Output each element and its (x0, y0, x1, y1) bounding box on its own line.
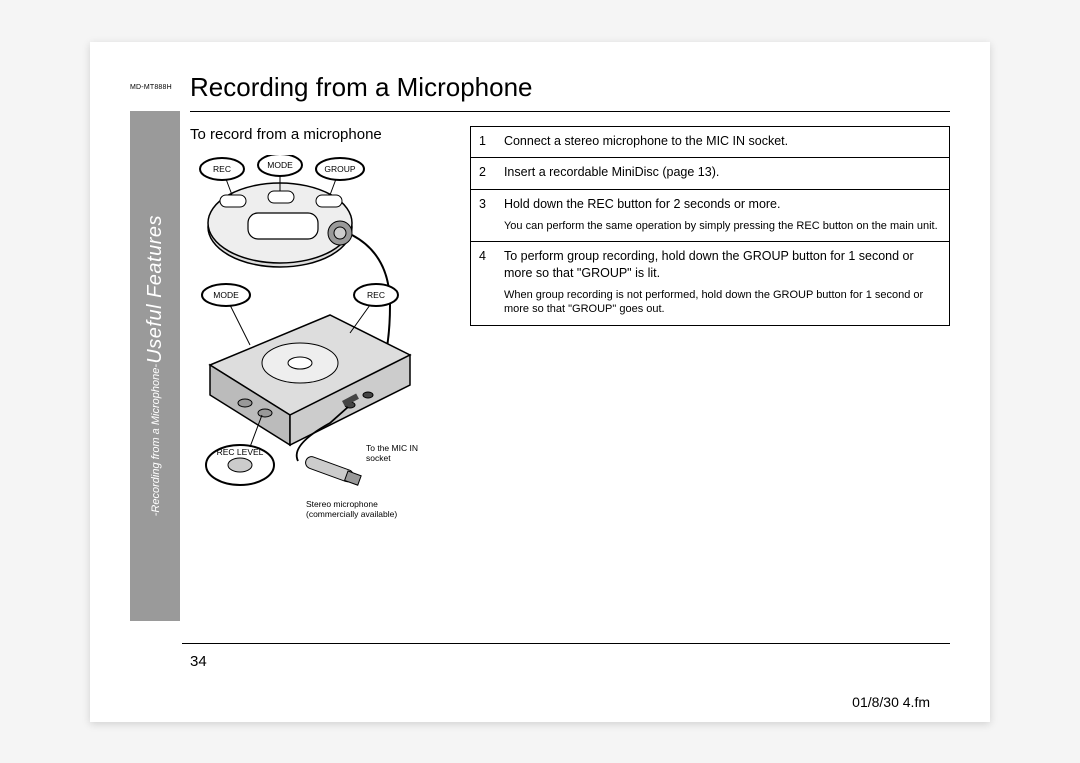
device-diagram: REC MODE GROUP (190, 155, 450, 535)
step-note: You can perform the same operation by si… (504, 219, 939, 233)
page-title: Recording from a Microphone (190, 72, 950, 103)
step-row: 2 Insert a recordable MiniDisc (page 13)… (471, 158, 950, 190)
unit-mode-callout: MODE (213, 290, 239, 300)
model-label: MD-MT888H (130, 84, 172, 91)
step-text: Connect a stereo microphone to the MIC I… (496, 126, 950, 158)
sidebar-sub-label: -Recording from a Microphone- (150, 364, 162, 516)
step-text: To perform group recording, hold down th… (496, 242, 950, 325)
section-sidebar: Useful Features -Recording from a Microp… (130, 111, 180, 621)
page-number: 34 (190, 653, 207, 670)
step-text: Insert a recordable MiniDisc (page 13). (496, 158, 950, 190)
rec-callout: REC (213, 164, 231, 174)
step-row: 4 To perform group recording, hold down … (471, 242, 950, 325)
steps-column: 1 Connect a stereo microphone to the MIC… (470, 126, 950, 621)
mode-callout: MODE (267, 160, 293, 170)
step-text: Hold down the REC button for 2 seconds o… (496, 190, 950, 242)
rec-level-callout: REC LEVEL (217, 447, 264, 457)
step-number: 4 (471, 242, 496, 325)
remote-control-icon (208, 183, 352, 267)
title-row: Recording from a Microphone (190, 72, 950, 103)
step-number: 2 (471, 158, 496, 190)
step-row: 3 Hold down the REC button for 2 seconds… (471, 190, 950, 242)
group-callout: GROUP (324, 164, 356, 174)
mic-in-note-2: socket (366, 453, 391, 463)
mic-caption-1: Stereo microphone (306, 499, 378, 509)
step-row: 1 Connect a stereo microphone to the MIC… (471, 126, 950, 158)
sub-heading: To record from a microphone (190, 126, 456, 143)
unit-rec-callout: REC (367, 290, 385, 300)
mic-caption-2: (commercially available) (306, 509, 397, 519)
step-note: When group recording is not performed, h… (504, 288, 939, 317)
footer-meta: 01/8/30 4.fm (852, 694, 930, 710)
sidebar-main-label: Useful Features (144, 215, 167, 364)
step-number: 3 (471, 190, 496, 242)
step-number: 1 (471, 126, 496, 158)
main-body: To record from a microphone (190, 111, 950, 621)
md-unit-icon (210, 315, 410, 445)
mic-in-note-1: To the MIC IN (366, 443, 418, 453)
diagram-column: To record from a microphone (190, 126, 470, 621)
content-area: Useful Features -Recording from a Microp… (130, 111, 950, 621)
footer-rule (182, 643, 950, 644)
steps-table: 1 Connect a stereo microphone to the MIC… (470, 126, 950, 326)
manual-page: MD-MT888H Recording from a Microphone Us… (90, 42, 990, 722)
